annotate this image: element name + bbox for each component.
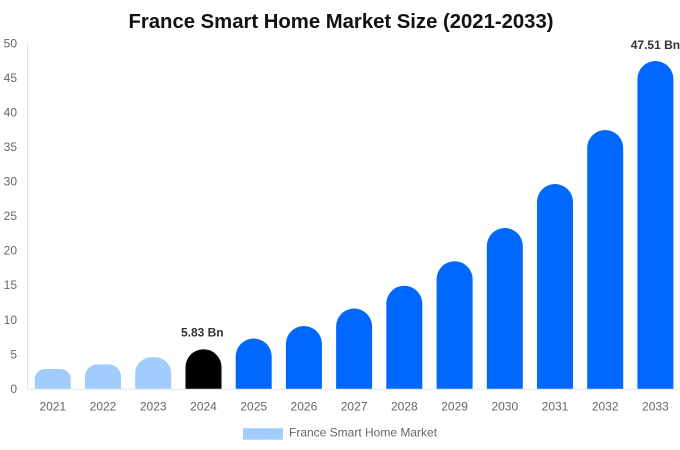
- svg-text:2033: 2033: [642, 400, 669, 414]
- svg-text:30: 30: [4, 175, 18, 189]
- svg-text:45: 45: [4, 71, 18, 85]
- svg-text:2031: 2031: [542, 400, 569, 414]
- svg-text:2030: 2030: [491, 400, 518, 414]
- svg-text:2023: 2023: [140, 400, 167, 414]
- svg-text:5: 5: [10, 347, 17, 361]
- svg-text:35: 35: [4, 140, 18, 154]
- svg-text:2024: 2024: [190, 400, 217, 414]
- svg-text:2029: 2029: [441, 400, 468, 414]
- svg-text:France Smart Home Market Size: France Smart Home Market Size (2021-2033…: [129, 11, 554, 33]
- svg-text:47.51 Bn: 47.51 Bn: [631, 38, 680, 52]
- svg-text:2026: 2026: [291, 400, 318, 414]
- svg-text:25: 25: [4, 209, 18, 223]
- svg-text:0: 0: [10, 382, 17, 396]
- svg-text:5.83 Bn: 5.83 Bn: [181, 325, 224, 339]
- svg-text:40: 40: [4, 106, 18, 120]
- svg-text:2022: 2022: [90, 400, 117, 414]
- svg-text:50: 50: [4, 36, 18, 50]
- svg-text:2025: 2025: [240, 400, 267, 414]
- svg-text:2021: 2021: [39, 400, 66, 414]
- svg-text:10: 10: [4, 313, 18, 327]
- svg-text:20: 20: [4, 244, 18, 258]
- svg-text:2032: 2032: [592, 400, 619, 414]
- svg-text:2027: 2027: [341, 400, 368, 414]
- svg-text:15: 15: [4, 278, 18, 292]
- svg-text:France Smart Home Market: France Smart Home Market: [289, 426, 438, 440]
- svg-text:2028: 2028: [391, 400, 418, 414]
